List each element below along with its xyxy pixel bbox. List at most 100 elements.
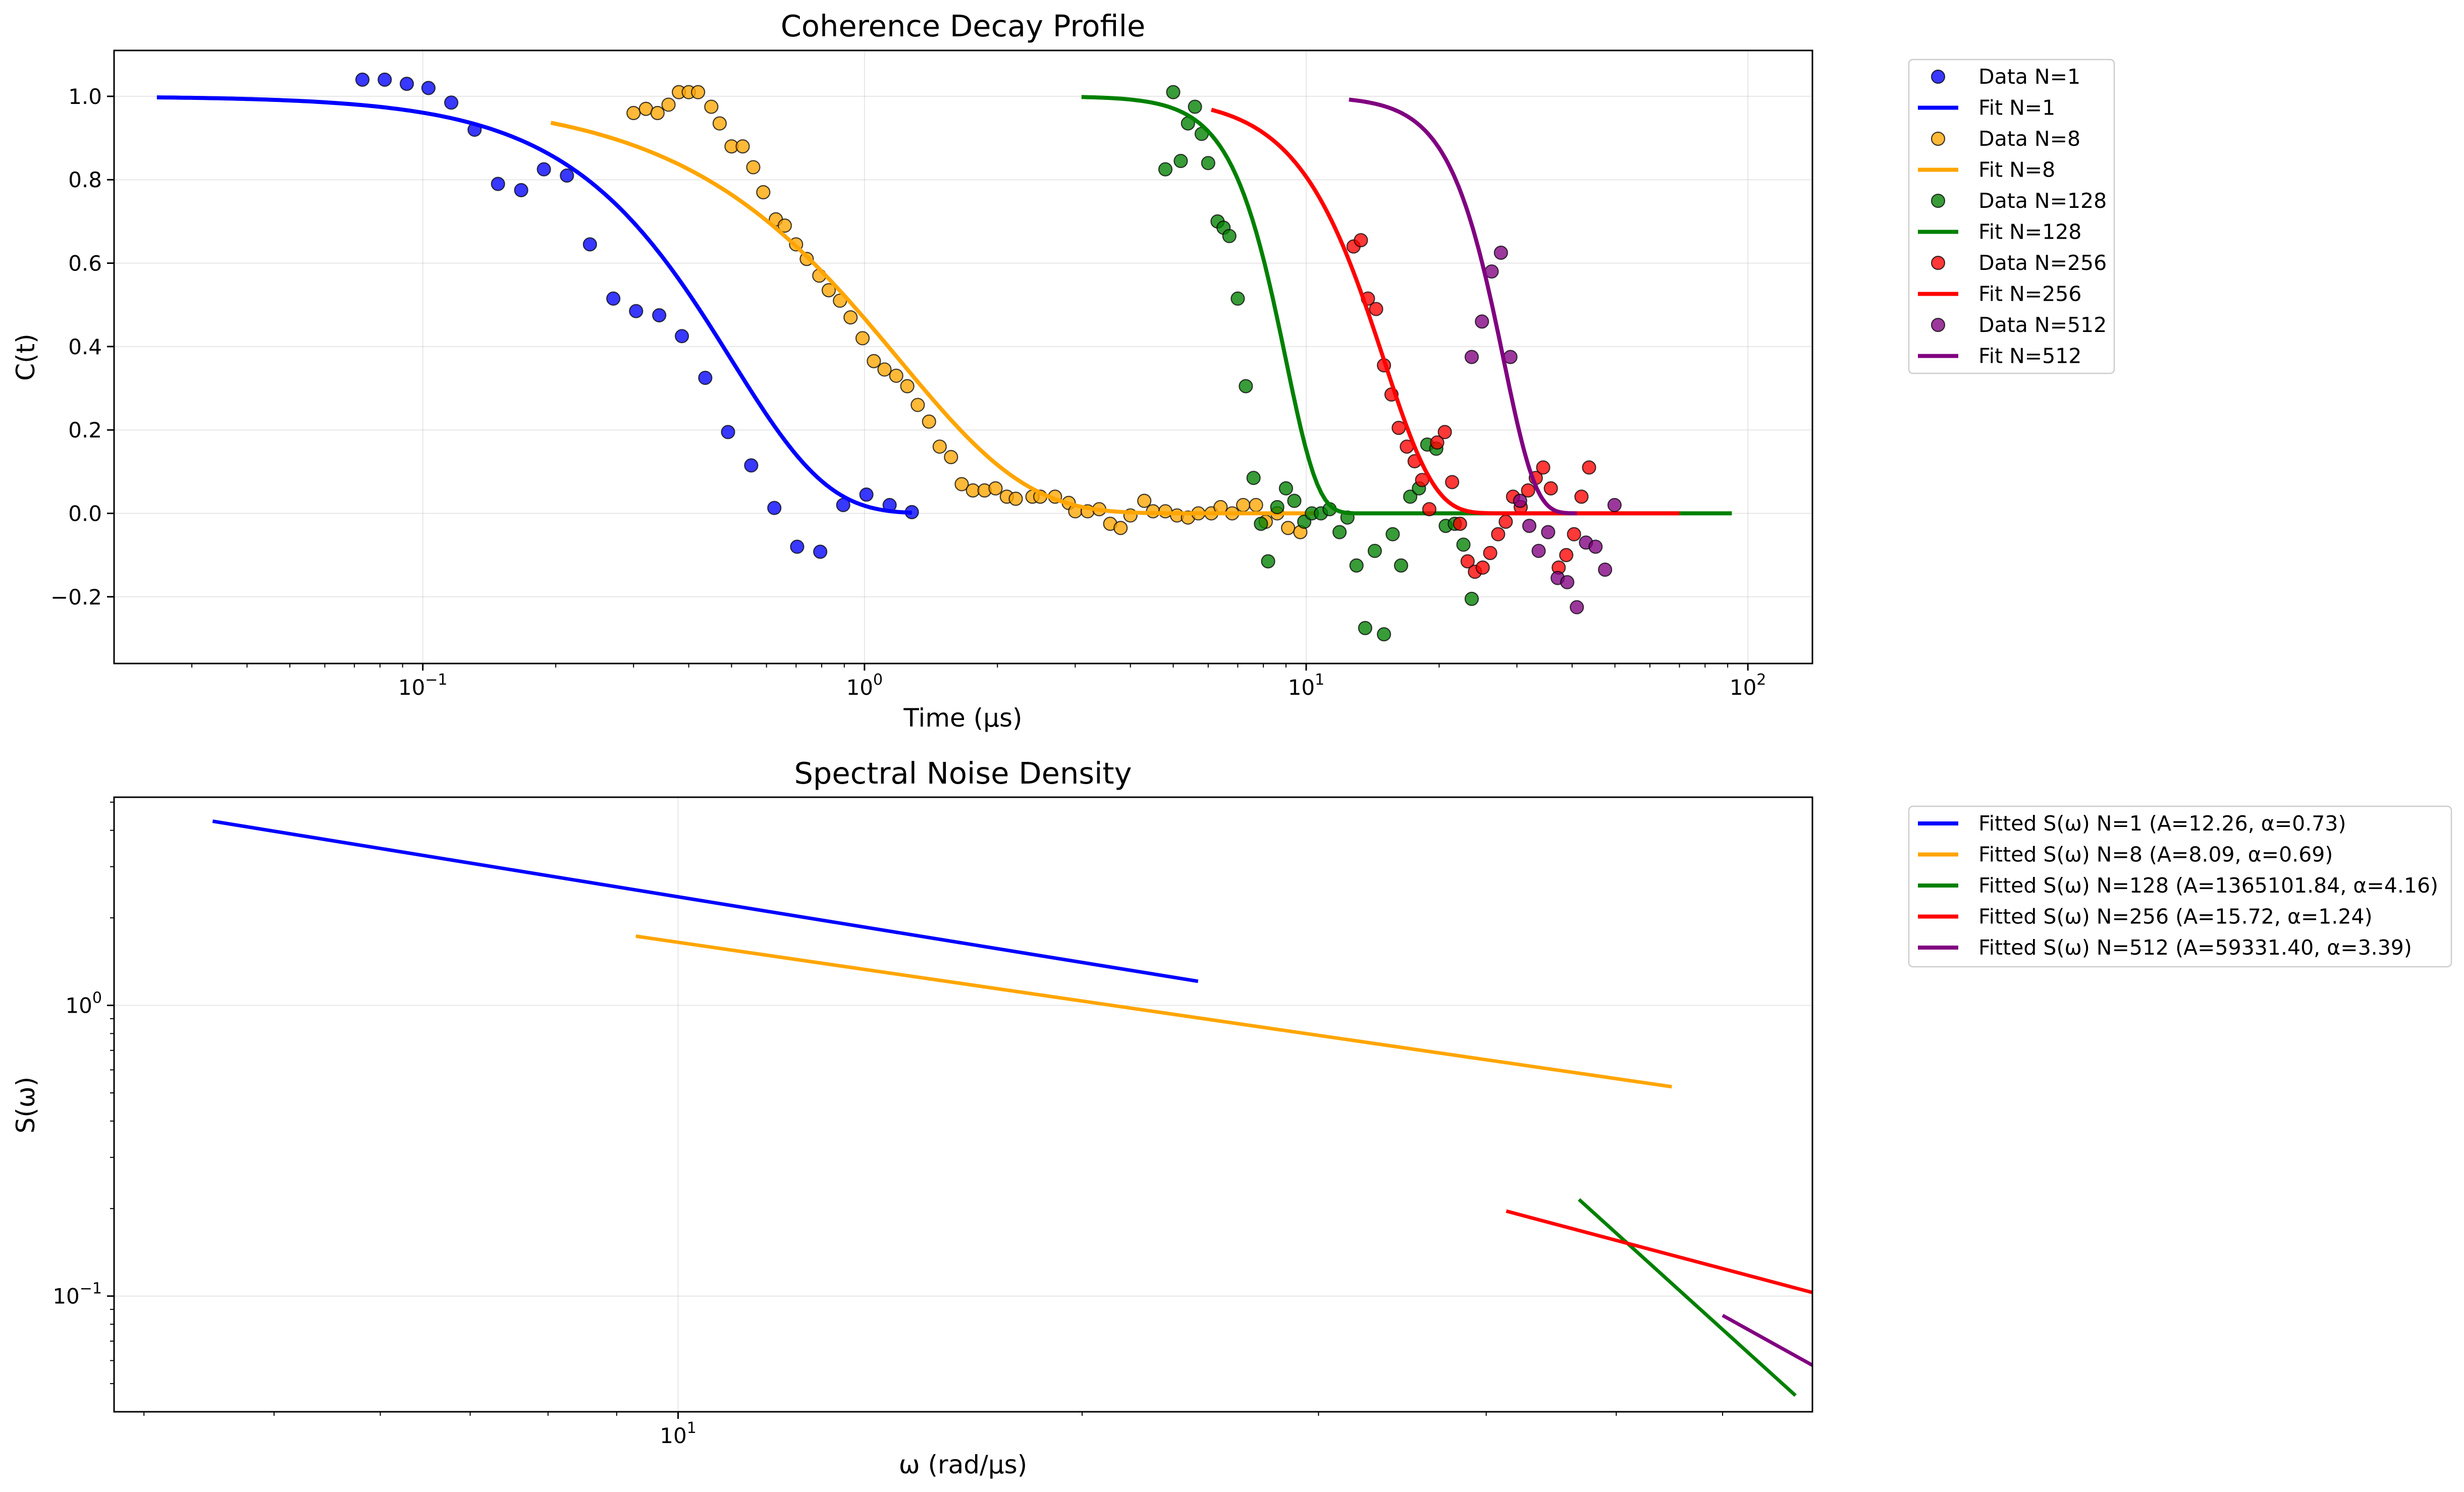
x-tick-label: 101 [660,1419,697,1448]
legend-label: Fit N=256 [1978,282,2081,306]
y-tick-label: 0.6 [68,251,102,276]
legend-label: Fit N=512 [1978,344,2081,368]
data-point [1460,554,1475,569]
data-point [1008,491,1023,506]
coherence-decay-chart: 10−1 100 101 102 −0.2 0.0 0.2 0.4 0.6 0.8 1.0 Coh… [11,9,2115,733]
legend-label: Data N=128 [1978,189,2107,213]
grid-lines [114,797,1812,1412]
scatter-series [355,72,919,559]
data-point [1453,517,1467,531]
x-axis-label: ω (rad/µs) [899,1450,1027,1479]
data-point [1332,525,1347,539]
data-point [537,162,551,177]
data-point [1559,548,1574,563]
data-point [1230,291,1245,306]
data-point [514,183,528,197]
data-point [1222,229,1237,243]
data-point [1391,420,1406,435]
x-tick-label: 10−1 [398,671,448,700]
data-point [650,105,665,121]
data-point [560,168,574,183]
data-point [1464,591,1479,606]
data-point [691,85,706,99]
data-point [399,77,414,91]
data-point [932,439,947,454]
data-point [744,458,759,473]
data-point [1113,521,1128,535]
data-point [1249,498,1263,513]
data-point [1567,527,1581,541]
grid-lines [114,50,1812,664]
fit-line [1211,107,1680,516]
data-point [746,160,761,175]
data-point [1239,379,1253,394]
y-tick-label: 10−1 [52,1280,102,1309]
data-point [1560,575,1575,589]
y-tick-label: 0.8 [68,168,102,192]
data-point [1574,489,1589,504]
data-point [1521,483,1535,498]
chart-title: Coherence Decay Profile [781,9,1146,43]
y-tick-label: 100 [65,989,102,1018]
legend-marker [1931,193,1946,208]
data-point [1464,350,1479,364]
data-point [606,291,621,306]
data-point [1281,521,1296,535]
fit-line [156,95,912,515]
spectral-noise-chart: 101 10−1 100 Spectral Noise Density ω (ra… [11,756,2452,1479]
data-point [444,95,459,110]
data-point [1369,302,1383,316]
chart-title: Spectral Noise Density [794,756,1132,791]
data-point [1498,514,1513,529]
data-point [378,72,392,87]
x-axis-ticks: 101 [143,1412,1723,1448]
data-point [1598,562,1613,577]
data-point [1201,156,1215,171]
data-point [1582,460,1596,475]
data-point [1522,519,1537,533]
data-point [1491,527,1506,541]
data-point [813,544,828,559]
data-point [1137,493,1152,508]
data-point [1367,543,1382,558]
data-point [582,237,597,252]
data-point [1287,493,1302,508]
data-point [1158,162,1173,177]
legend: Data N=1 Fit N=1 Data N=8 Fit N=8 Data N=128… [1908,59,2115,374]
data-point [889,368,903,383]
data-point [1437,425,1452,439]
data-point [1422,502,1437,517]
data-point [674,329,689,344]
data-point [1445,475,1460,489]
legend-label: Data N=1 [1978,65,2080,89]
y-tick-label: 0.2 [68,418,102,443]
scatter-series [1464,245,1622,615]
data-point [1475,314,1489,329]
data-point [877,362,892,377]
data-point [790,539,805,554]
data-point [1270,500,1284,515]
legend-label: Fit N=1 [1978,96,2055,120]
data-point [821,283,836,298]
legend-label: Fit N=8 [1978,158,2055,182]
legend: Fitted S(ω) N=1 (A=12.26, α=0.73) Fitted … [1908,805,2452,968]
data-point [355,72,370,87]
data-point [1588,539,1603,554]
legend-marker [1931,69,1946,84]
data-point [704,99,719,114]
spectrum-line [1722,1313,1812,1367]
data-point [1376,627,1391,642]
data-point [1456,537,1471,552]
y-axis-label: S(ω) [11,1077,40,1134]
legend-marker [1931,317,1946,333]
fit-line [1348,97,1578,516]
spectrum-line [1578,1198,1797,1397]
data-point [735,139,750,154]
scatter-series [1158,85,1479,642]
data-point [767,501,782,515]
data-point [721,425,735,439]
spectrum-line [1506,1209,1812,1295]
data-point [954,477,969,491]
x-axis-label: Time (µs) [903,703,1022,733]
legend-label: Fitted S(ω) N=128 (A=1365101.84, α=4.16) [1978,873,2438,898]
